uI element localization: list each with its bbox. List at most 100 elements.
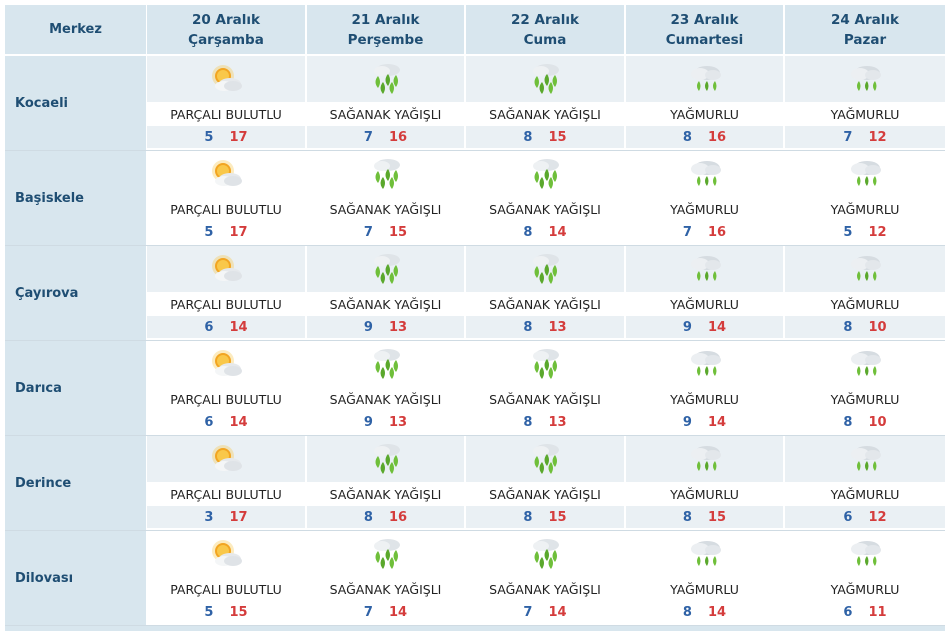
forecast-icon-cell [147,56,305,102]
showers-icon [527,62,563,96]
forecast-icon-cell [626,341,783,387]
max-temperature: 15 [388,224,408,240]
day-date: 24 Aralık [831,11,899,28]
day-date: 21 Aralık [351,11,420,28]
forecast-description: YAĞMURLU [626,578,783,600]
partly-cloudy-icon [208,254,244,284]
partly-cloudy-icon [208,349,244,379]
max-temperature: 12 [868,509,887,525]
forecast-description: YAĞMURLU [626,388,783,410]
min-temperature: 5 [204,129,214,145]
rain-icon [847,538,883,570]
min-temperature: 6 [843,509,853,525]
max-temperature: 13 [548,319,567,335]
showers-icon [368,157,404,191]
forecast-description: PARÇALI BULUTLU [147,198,305,220]
max-temperature: 17 [229,129,248,145]
header-day-4: 23 Aralık Cumartesi [626,5,783,54]
row-divider [5,340,945,341]
forecast-description: SAĞANAK YAĞIŞLI [307,293,464,315]
forecast-icon-cell [785,436,945,482]
max-temperature: 14 [707,604,727,620]
showers-icon [527,537,563,571]
forecast-temperatures: 7 14 [466,601,624,623]
forecast-temperatures: 6 12 [785,506,945,528]
min-temperature: 6 [204,319,214,335]
min-temperature: 9 [363,414,373,430]
forecast-temperatures: 3 17 [147,506,305,528]
min-temperature: 8 [682,129,692,145]
forecast-temperatures: 5 12 [785,221,945,243]
forecast-description: YAĞMURLU [626,198,783,220]
forecast-icon-cell [626,531,783,577]
max-temperature: 16 [707,129,727,145]
forecast-icon-cell [785,56,945,102]
forecast-icon-cell [626,436,783,482]
city-name: Çayırova [5,246,146,340]
max-temperature: 17 [229,224,248,240]
partly-cloudy-icon [208,64,244,94]
max-temperature: 15 [548,509,567,525]
forecast-description: PARÇALI BULUTLU [147,483,305,505]
forecast-description: SAĞANAK YAĞIŞLI [307,388,464,410]
forecast-icon-cell [147,436,305,482]
forecast-temperatures: 6 14 [147,411,305,433]
max-temperature: 15 [707,509,727,525]
max-temperature: 16 [707,224,727,240]
max-temperature: 10 [868,319,887,335]
forecast-icon-cell [307,436,464,482]
rain-icon [687,158,723,190]
max-temperature: 14 [229,414,248,430]
forecast-icon-cell [626,246,783,292]
forecast-temperatures: 8 14 [466,221,624,243]
city-name: Kocaeli [5,56,146,150]
header-corner: Merkez [5,5,146,54]
min-temperature: 8 [523,129,533,145]
forecast-temperatures: 9 14 [626,316,783,338]
city-name: Başiskele [5,151,146,245]
forecast-description: YAĞMURLU [626,293,783,315]
forecast-icon-cell [626,56,783,102]
day-weekday: Perşembe [347,31,424,48]
max-temperature: 14 [548,604,567,620]
max-temperature: 14 [707,414,727,430]
forecast-description: SAĞANAK YAĞIŞLI [466,293,624,315]
forecast-icon-cell [466,341,624,387]
forecast-description: SAĞANAK YAĞIŞLI [307,198,464,220]
min-temperature: 7 [363,129,373,145]
forecast-description: YAĞMURLU [785,388,945,410]
forecast-description: YAĞMURLU [785,293,945,315]
forecast-description: PARÇALI BULUTLU [147,388,305,410]
rain-icon [687,253,723,285]
max-temperature: 12 [868,129,887,145]
partly-cloudy-icon [208,444,244,474]
forecast-icon-cell [785,246,945,292]
forecast-description: SAĞANAK YAĞIŞLI [466,198,624,220]
city-name: Dilovası [5,531,146,625]
showers-icon [368,347,404,381]
showers-icon [527,442,563,476]
max-temperature: 13 [548,414,567,430]
showers-icon [527,347,563,381]
forecast-icon-cell [466,151,624,197]
forecast-description: YAĞMURLU [785,103,945,125]
min-temperature: 8 [523,319,533,335]
min-temperature: 7 [523,604,533,620]
header-day-3: 22 Aralık Cuma [466,5,624,54]
max-temperature: 15 [229,604,248,620]
showers-icon [368,62,404,96]
min-temperature: 6 [843,604,853,620]
forecast-temperatures: 8 10 [785,411,945,433]
forecast-icon-cell [785,341,945,387]
forecast-icon-cell [307,56,464,102]
min-temperature: 5 [204,224,214,240]
forecast-temperatures: 6 11 [785,601,945,623]
min-temperature: 8 [682,604,692,620]
day-date: 23 Aralık [670,11,739,28]
rain-icon [847,348,883,380]
forecast-description: SAĞANAK YAĞIŞLI [307,103,464,125]
forecast-temperatures: 8 14 [626,601,783,623]
forecast-icon-cell [466,246,624,292]
max-temperature: 14 [229,319,248,335]
forecast-icon-cell [307,531,464,577]
